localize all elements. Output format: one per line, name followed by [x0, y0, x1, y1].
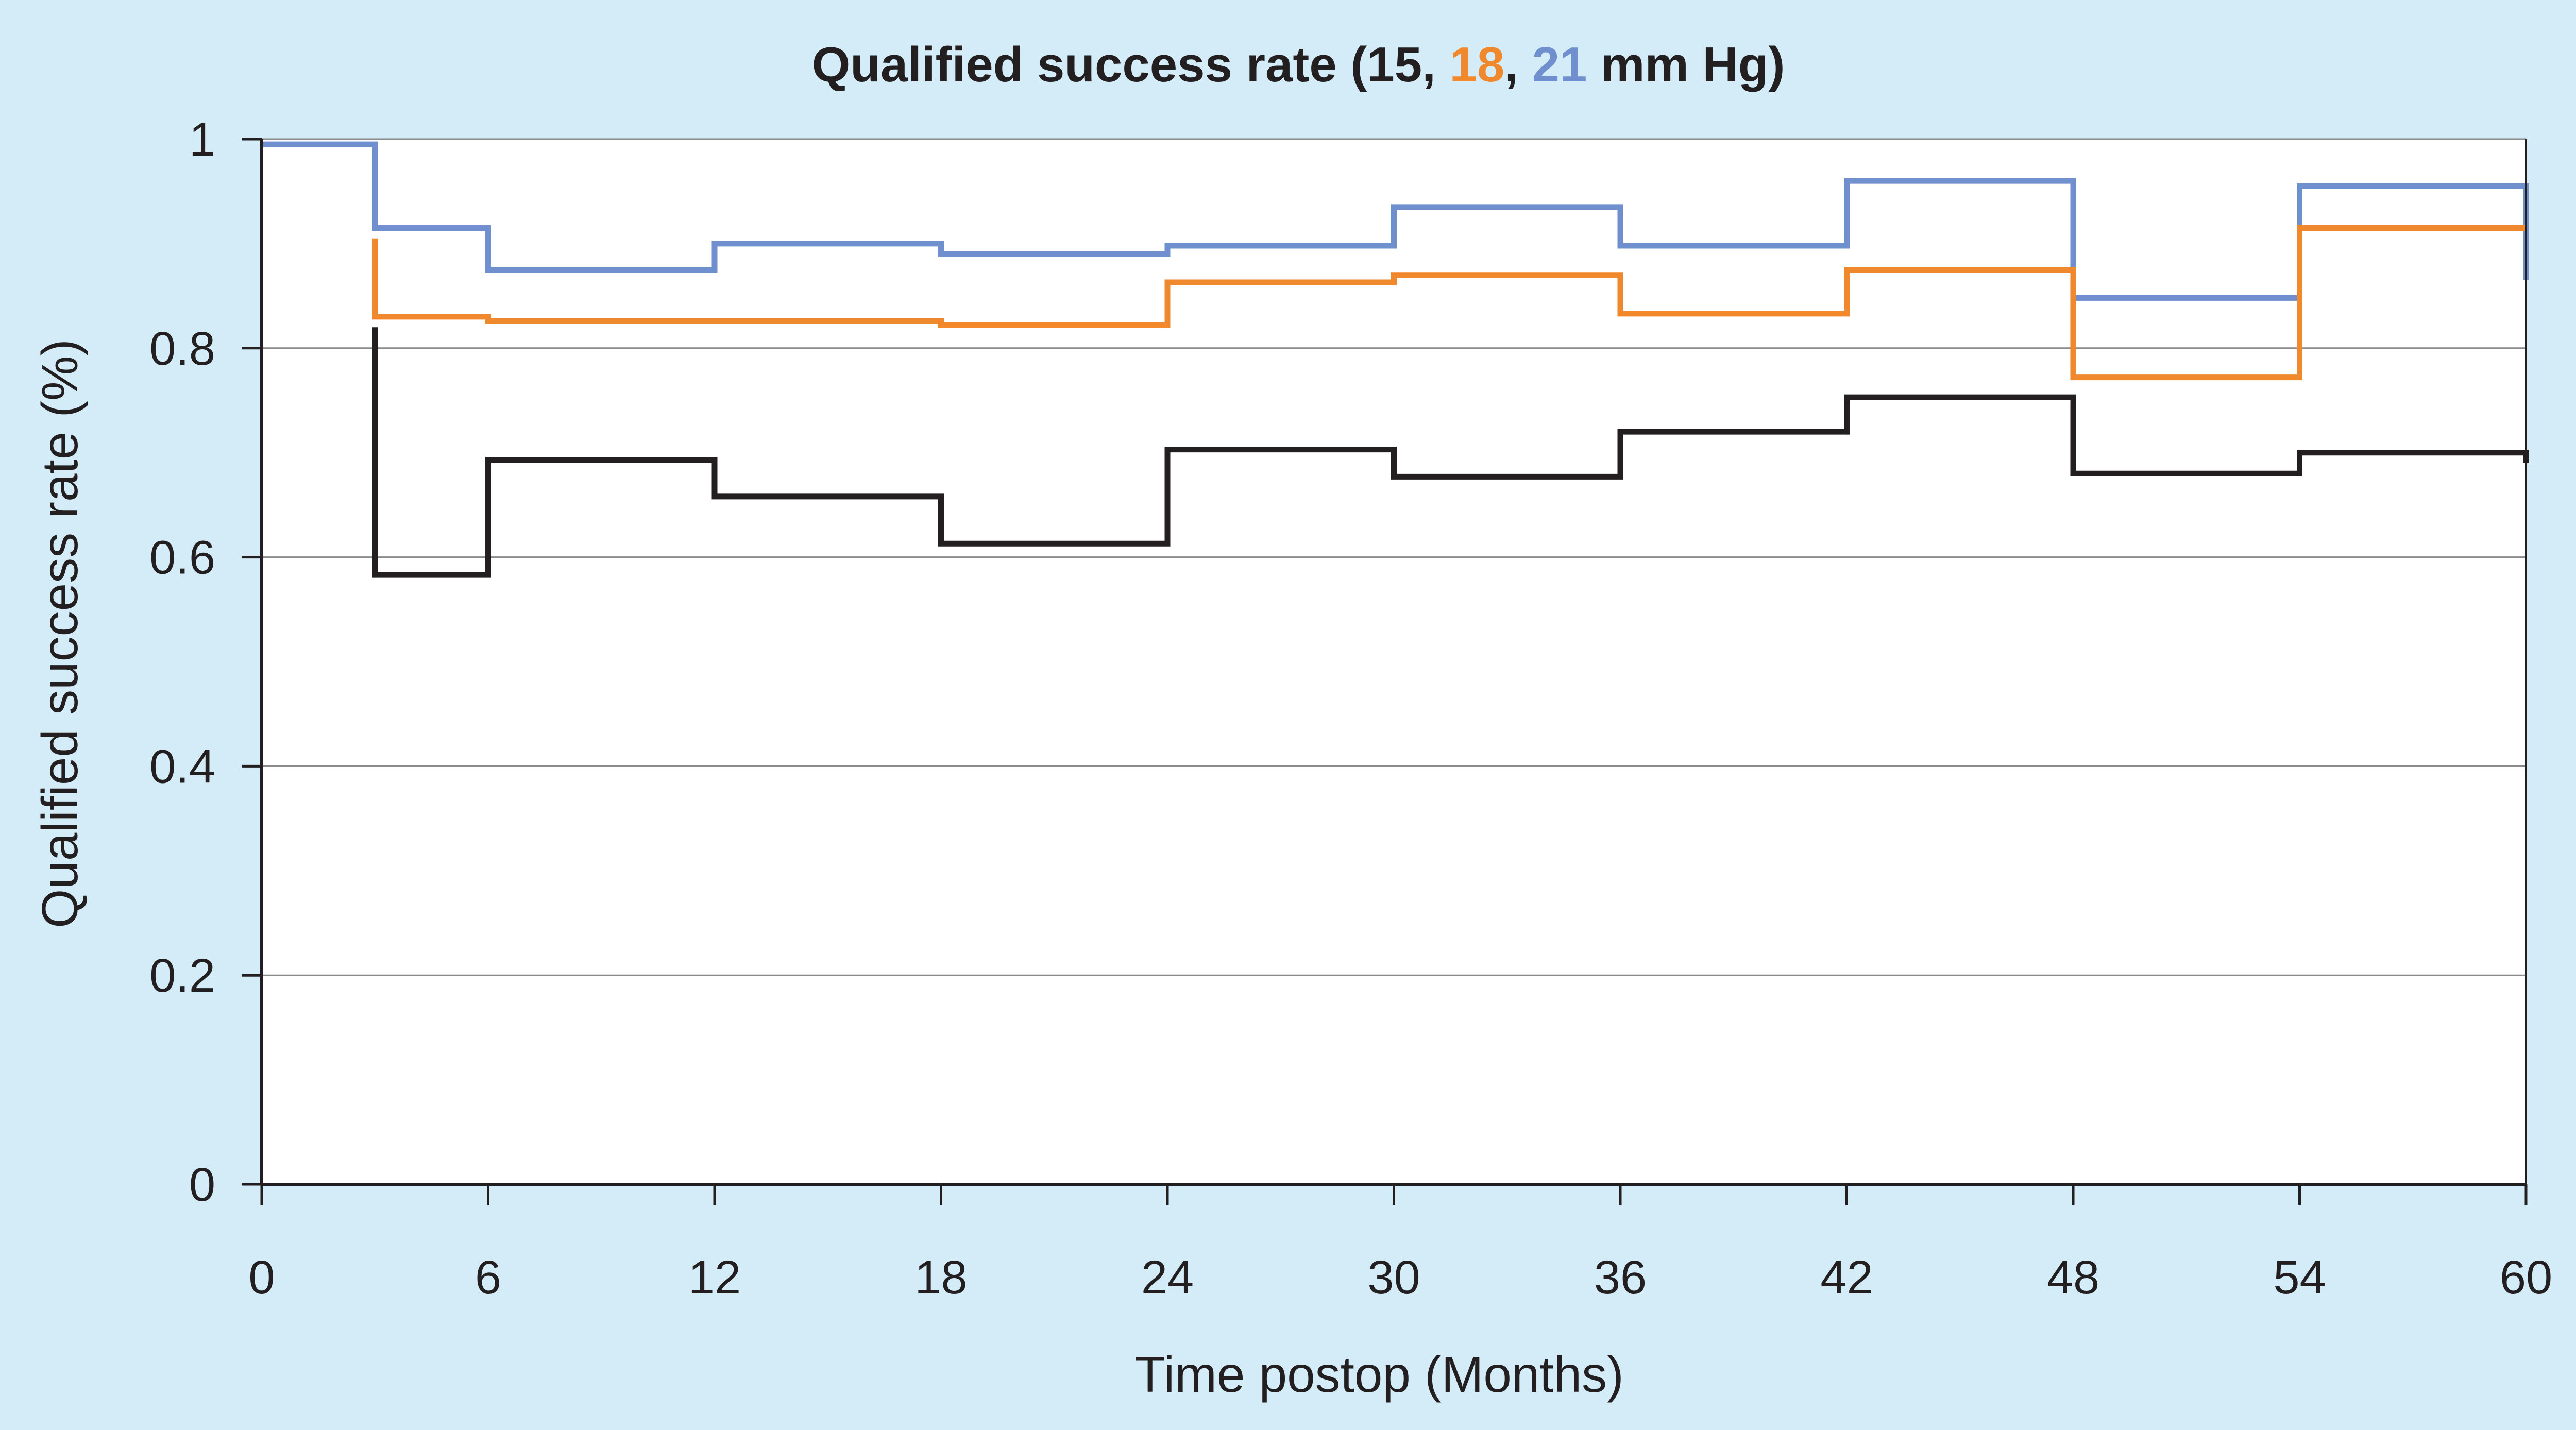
x-tick-label: 18 [914, 1251, 967, 1304]
x-tick-label: 48 [2047, 1251, 2099, 1304]
title-part-3: , [1504, 37, 1532, 92]
title-part-prefix: Qualified success rate ( [812, 37, 1367, 92]
tick-labels: 0 0.2 0.4 0.6 0.8 1 0 6 12 18 24 30 36 42 48 54 60 [149, 113, 2552, 1304]
x-tick-label: 12 [688, 1251, 741, 1304]
y-tick-label: 0.6 [149, 532, 215, 584]
x-axis-label: Time postop (Months) [1134, 1346, 1623, 1403]
y-tick-label: 1 [189, 113, 215, 166]
y-tick-label: 0.4 [149, 740, 215, 793]
x-tick-label: 60 [2500, 1251, 2552, 1304]
axes [242, 138, 2528, 1205]
title-part-0: 15 [1367, 37, 1422, 92]
y-axis-label: Qualified success rate (%) [31, 339, 88, 928]
x-tick-label: 6 [475, 1251, 501, 1304]
y-tick-label: 0.2 [149, 949, 215, 1002]
y-tick-label: 0 [189, 1159, 215, 1211]
x-tick-label: 0 [248, 1251, 275, 1304]
gridlines [262, 138, 2526, 976]
series-line-1 [372, 225, 2526, 381]
x-tick-label: 54 [2273, 1251, 2326, 1304]
x-tick-label: 30 [1367, 1251, 1420, 1304]
x-tick-label: 36 [1594, 1251, 1647, 1304]
y-tick-label: 0.8 [149, 322, 215, 375]
series-group [262, 141, 2529, 578]
x-tick-label: 24 [1141, 1251, 1194, 1304]
chart-title: Qualified success rate (15, 18, 21 mm Hg… [812, 37, 1785, 92]
title-part-suffix: mm Hg) [1587, 37, 1785, 92]
series-line-0 [262, 141, 2529, 301]
plot-area [262, 139, 2526, 1184]
title-part-2: 18 [1450, 37, 1505, 92]
series-line-2 [372, 327, 2529, 578]
title-part-4: 21 [1532, 37, 1587, 92]
title-part-1: , [1422, 37, 1449, 92]
x-tick-label: 42 [1820, 1251, 1873, 1304]
